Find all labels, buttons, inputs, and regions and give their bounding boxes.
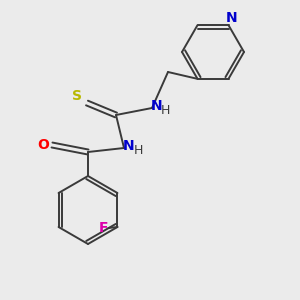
Text: H: H [133, 145, 143, 158]
Text: N: N [226, 11, 237, 25]
Text: F: F [99, 221, 108, 235]
Text: N: N [123, 139, 135, 153]
Text: N: N [151, 99, 163, 113]
Text: S: S [72, 89, 82, 103]
Text: O: O [37, 138, 49, 152]
Text: H: H [160, 104, 170, 118]
